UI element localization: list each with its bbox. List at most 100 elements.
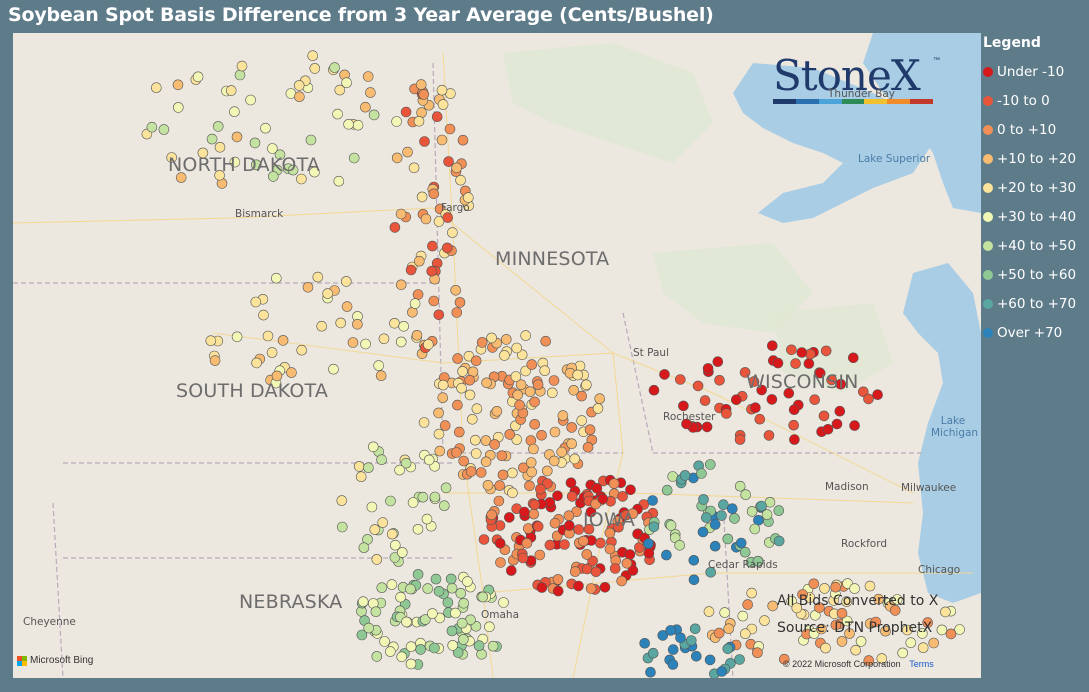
basis-point-marker[interactable] [836, 636, 848, 647]
basis-point-marker[interactable] [566, 422, 578, 433]
basis-point-marker[interactable] [902, 624, 913, 636]
basis-point-marker[interactable] [454, 297, 466, 308]
basis-point-marker[interactable] [544, 539, 556, 551]
basis-point-marker[interactable] [413, 116, 425, 127]
basis-point-marker[interactable] [703, 606, 715, 617]
basis-point-marker[interactable] [746, 587, 758, 599]
basis-point-marker[interactable] [336, 495, 348, 506]
basis-point-marker[interactable] [429, 491, 441, 503]
basis-point-marker[interactable] [864, 580, 876, 592]
basis-point-marker[interactable] [470, 448, 482, 459]
basis-point-marker[interactable] [458, 634, 469, 645]
basis-point-marker[interactable] [627, 508, 639, 520]
basis-point-marker[interactable] [723, 623, 735, 635]
basis-point-marker[interactable] [850, 644, 862, 656]
basis-point-marker[interactable] [945, 628, 957, 640]
basis-point-marker[interactable] [385, 495, 396, 507]
basis-point-marker[interactable] [433, 585, 445, 597]
basis-point-marker[interactable] [528, 443, 539, 455]
basis-point-marker[interactable] [258, 309, 269, 321]
basis-point-marker[interactable] [464, 374, 476, 386]
basis-point-marker[interactable] [470, 355, 482, 367]
basis-point-marker[interactable] [352, 119, 364, 131]
basis-point-marker[interactable] [563, 510, 575, 522]
basis-point-marker[interactable] [457, 134, 469, 146]
basis-point-marker[interactable] [826, 374, 837, 386]
basis-point-marker[interactable] [446, 582, 458, 594]
basis-point-marker[interactable] [270, 272, 282, 284]
basis-point-marker[interactable] [849, 583, 860, 594]
basis-point-marker[interactable] [505, 565, 517, 576]
basis-point-marker[interactable] [696, 468, 707, 479]
basis-point-marker[interactable] [667, 471, 679, 482]
legend-item[interactable]: +40 to +50 [983, 231, 1087, 260]
basis-point-marker[interactable] [335, 317, 347, 329]
basis-point-marker[interactable] [433, 428, 445, 440]
basis-point-marker[interactable] [546, 387, 558, 399]
basis-point-marker[interactable] [491, 405, 503, 417]
basis-point-marker[interactable] [674, 374, 686, 385]
legend-item[interactable]: Under -10 [983, 57, 1087, 86]
basis-point-marker[interactable] [648, 384, 660, 396]
basis-point-marker[interactable] [294, 91, 305, 103]
basis-point-marker[interactable] [464, 389, 476, 401]
basis-point-marker[interactable] [749, 523, 761, 535]
basis-point-marker[interactable] [713, 627, 725, 639]
basis-point-marker[interactable] [447, 227, 458, 238]
basis-point-marker[interactable] [166, 152, 177, 163]
basis-point-marker[interactable] [231, 131, 243, 143]
basis-point-marker[interactable] [604, 543, 616, 555]
basis-point-marker[interactable] [746, 506, 758, 517]
basis-point-marker[interactable] [366, 501, 378, 513]
basis-point-marker[interactable] [685, 635, 697, 646]
basis-point-marker[interactable] [409, 298, 421, 309]
basis-point-marker[interactable] [657, 630, 669, 641]
basis-point-marker[interactable] [767, 600, 779, 612]
basis-point-marker[interactable] [376, 454, 387, 466]
basis-point-marker[interactable] [400, 457, 412, 469]
basis-point-marker[interactable] [236, 60, 248, 72]
basis-points-layer[interactable] [141, 50, 965, 678]
basis-point-marker[interactable] [936, 624, 948, 636]
basis-point-marker[interactable] [266, 347, 278, 358]
basis-point-marker[interactable] [604, 527, 616, 539]
basis-point-marker[interactable] [497, 469, 509, 481]
basis-point-marker[interactable] [709, 519, 721, 530]
basis-point-marker[interactable] [759, 615, 770, 626]
basis-point-marker[interactable] [473, 640, 485, 652]
basis-point-marker[interactable] [539, 365, 551, 377]
basis-point-marker[interactable] [581, 379, 592, 391]
basis-point-marker[interactable] [271, 370, 283, 382]
basis-point-marker[interactable] [309, 63, 321, 74]
legend-item[interactable]: +10 to +20 [983, 144, 1087, 173]
basis-point-marker[interactable] [576, 415, 588, 426]
basis-point-marker[interactable] [518, 462, 529, 474]
basis-point-marker[interactable] [719, 607, 731, 618]
basis-point-marker[interactable] [229, 106, 240, 117]
basis-point-marker[interactable] [343, 119, 354, 130]
basis-point-marker[interactable] [452, 353, 464, 364]
basis-point-marker[interactable] [797, 589, 808, 600]
basis-point-marker[interactable] [529, 499, 541, 511]
basis-point-marker[interactable] [375, 370, 387, 382]
basis-point-marker[interactable] [358, 542, 370, 554]
basis-point-marker[interactable] [391, 116, 402, 127]
basis-point-marker[interactable] [205, 335, 217, 347]
basis-point-marker[interactable] [378, 333, 390, 345]
basis-point-marker[interactable] [621, 557, 633, 569]
basis-point-marker[interactable] [954, 624, 965, 635]
basis-point-marker[interactable] [441, 242, 453, 254]
basis-point-marker[interactable] [262, 330, 274, 342]
legend-item[interactable]: +30 to +40 [983, 202, 1087, 231]
basis-point-marker[interactable] [296, 344, 308, 356]
basis-point-marker[interactable] [552, 585, 564, 597]
basis-point-marker[interactable] [675, 632, 686, 644]
basis-point-marker[interactable] [648, 521, 660, 533]
basis-point-marker[interactable] [609, 563, 621, 574]
basis-point-marker[interactable] [334, 84, 346, 96]
basis-point-marker[interactable] [396, 651, 408, 663]
basis-point-marker[interactable] [348, 152, 360, 164]
basis-point-marker[interactable] [376, 582, 388, 594]
basis-point-marker[interactable] [413, 255, 425, 267]
basis-point-marker[interactable] [702, 363, 714, 374]
